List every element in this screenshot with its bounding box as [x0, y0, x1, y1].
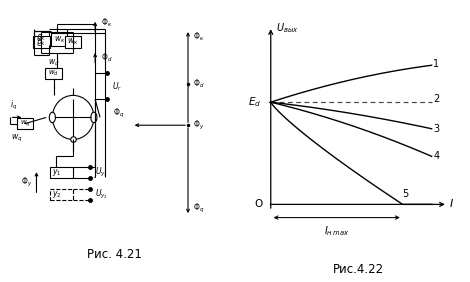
Text: $\varrho_\kappa$: $\varrho_\kappa$	[36, 37, 47, 48]
FancyBboxPatch shape	[50, 167, 73, 179]
Text: $\varrho_\kappa$: $\varrho_\kappa$	[36, 32, 47, 43]
Text: 2: 2	[433, 94, 439, 104]
Ellipse shape	[91, 112, 97, 123]
Text: $w_q$: $w_q$	[20, 118, 30, 129]
Text: Рис. 4.21: Рис. 4.21	[87, 248, 142, 261]
Text: $\Phi_y$: $\Phi_y$	[21, 176, 32, 189]
Text: $y_2$: $y_2$	[53, 189, 62, 200]
Text: $\Phi_d$: $\Phi_d$	[193, 78, 204, 90]
Text: $y_1$: $y_1$	[53, 167, 62, 178]
Text: 4: 4	[433, 151, 439, 161]
Text: $w_d$: $w_d$	[48, 58, 59, 68]
Text: $\Phi_\kappa$: $\Phi_\kappa$	[193, 31, 204, 43]
Ellipse shape	[49, 112, 55, 123]
Text: 1: 1	[433, 59, 439, 69]
Text: $\Phi_d$: $\Phi_d$	[101, 52, 113, 64]
FancyBboxPatch shape	[45, 68, 62, 78]
Text: $I$: $I$	[449, 197, 454, 209]
Text: 3: 3	[433, 124, 439, 134]
Text: $w_q$: $w_q$	[11, 133, 23, 144]
FancyBboxPatch shape	[34, 30, 49, 45]
Text: $U_{вых}$: $U_{вых}$	[275, 21, 298, 35]
Text: $I_{н\,max}$: $I_{н\,max}$	[324, 224, 349, 238]
Text: O: O	[254, 199, 263, 209]
Text: $i_q$: $i_q$	[9, 99, 17, 112]
Text: $w_\kappa$: $w_\kappa$	[54, 34, 65, 45]
Text: $\Phi_\kappa$: $\Phi_\kappa$	[101, 16, 112, 29]
Text: $w_d$: $w_d$	[48, 69, 59, 78]
Text: $\Phi_q$: $\Phi_q$	[193, 202, 204, 215]
Text: $\Phi_q$: $\Phi_q$	[113, 107, 125, 120]
Text: 5: 5	[403, 189, 409, 199]
Text: $U_r$: $U_r$	[112, 80, 122, 92]
FancyBboxPatch shape	[65, 36, 81, 48]
FancyBboxPatch shape	[51, 33, 67, 46]
Text: Рис.4.22: Рис.4.22	[333, 263, 384, 276]
FancyBboxPatch shape	[17, 118, 33, 129]
Text: $U_{y_2}$: $U_{y_2}$	[95, 188, 108, 201]
Text: $w_\kappa$: $w_\kappa$	[67, 37, 79, 47]
Text: $E_d$: $E_d$	[248, 95, 261, 109]
Text: $U_{y_1}$: $U_{y_1}$	[95, 166, 108, 179]
Text: $\Phi_y$: $\Phi_y$	[193, 119, 204, 132]
FancyBboxPatch shape	[50, 189, 73, 201]
FancyBboxPatch shape	[33, 36, 50, 48]
